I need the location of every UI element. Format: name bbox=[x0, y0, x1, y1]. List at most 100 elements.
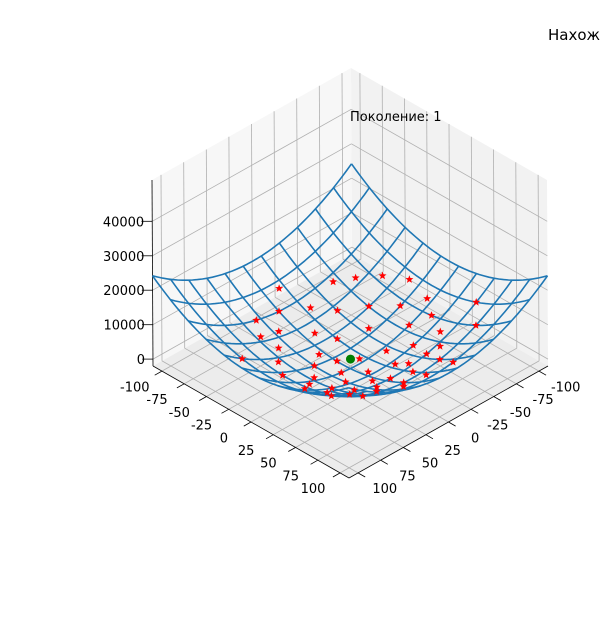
population-point bbox=[423, 294, 432, 302]
population-point bbox=[252, 316, 261, 324]
surface-line-x bbox=[260, 255, 458, 374]
grid-line-z-right bbox=[351, 108, 548, 222]
surface-line-y bbox=[241, 255, 442, 374]
grid-line-y-wall bbox=[381, 85, 384, 272]
y-tick-label: -50 bbox=[169, 406, 190, 421]
y-tick-label: 25 bbox=[238, 444, 255, 459]
surface-line-x bbox=[350, 163, 548, 282]
population-point bbox=[436, 327, 445, 336]
z-axis-line bbox=[151, 179, 154, 367]
grid-line-y-wall bbox=[515, 162, 518, 349]
y-tick-mark bbox=[154, 370, 163, 376]
population-point bbox=[391, 359, 400, 368]
z-tick-label: 30000 bbox=[103, 250, 144, 265]
y-tick-label: 100 bbox=[301, 482, 326, 497]
grid-line-y-wall bbox=[537, 174, 540, 361]
population-point bbox=[404, 359, 413, 367]
grid-line-x-floor bbox=[184, 347, 381, 461]
population-point bbox=[364, 367, 373, 376]
x-tick-label: -50 bbox=[510, 406, 531, 421]
x-tick-mark bbox=[516, 383, 524, 389]
x-tick-label: 25 bbox=[444, 444, 461, 459]
surface-line-y bbox=[259, 265, 460, 384]
x-tick-label: 0 bbox=[471, 431, 479, 446]
y-tick-label: -75 bbox=[146, 393, 167, 408]
population-point bbox=[327, 383, 336, 392]
population-point bbox=[409, 341, 418, 349]
x-tick-label: 75 bbox=[399, 470, 416, 485]
grid-line-z-left bbox=[152, 143, 352, 257]
population-point bbox=[408, 367, 417, 376]
surface-wireframe bbox=[151, 163, 549, 398]
y-tick-mark bbox=[265, 434, 274, 440]
population-point bbox=[436, 342, 445, 350]
y-tick-mark bbox=[243, 421, 252, 427]
population-point bbox=[300, 384, 309, 393]
grid-line-x-floor bbox=[161, 360, 359, 474]
population-point bbox=[310, 329, 319, 337]
grid-line-x-wall bbox=[160, 174, 163, 361]
population-point bbox=[341, 377, 350, 386]
population-point bbox=[372, 387, 381, 395]
population-point bbox=[368, 376, 377, 385]
population-point bbox=[372, 382, 381, 391]
x-tick-mark bbox=[538, 370, 547, 376]
population-point bbox=[427, 311, 436, 319]
population-point bbox=[355, 354, 364, 363]
best-point bbox=[346, 354, 355, 364]
x-tick-mark bbox=[448, 421, 456, 427]
y-tick-mark bbox=[221, 408, 229, 414]
x-tick-mark bbox=[470, 408, 479, 414]
population-points bbox=[238, 271, 481, 400]
x-tick-label: -25 bbox=[487, 419, 508, 434]
surface-line-y bbox=[170, 187, 371, 306]
surface-line-y bbox=[152, 163, 353, 282]
surface-line-x bbox=[314, 208, 512, 327]
grid-line-x-wall bbox=[228, 136, 231, 323]
surface-line-x bbox=[170, 278, 367, 397]
x-tick-label: -75 bbox=[532, 393, 553, 408]
surface-line-y bbox=[223, 242, 424, 361]
surface-line-x bbox=[151, 275, 349, 394]
generation-label: Поколение: 1 bbox=[350, 110, 442, 125]
grid-line-z-left bbox=[152, 108, 352, 222]
x-tick-label: 50 bbox=[422, 457, 439, 472]
y-tick-mark bbox=[176, 383, 185, 389]
population-point bbox=[351, 273, 360, 282]
population-point bbox=[333, 356, 341, 365]
grid-line-x-wall bbox=[318, 85, 321, 272]
population-point bbox=[386, 374, 395, 382]
population-point bbox=[310, 361, 319, 370]
surface-line-y bbox=[312, 279, 513, 398]
grid-line-x-wall bbox=[341, 73, 344, 260]
population-point bbox=[306, 303, 315, 312]
surface-line-y bbox=[277, 273, 478, 391]
population-point bbox=[327, 391, 336, 400]
population-point bbox=[350, 385, 359, 394]
population-point bbox=[315, 350, 324, 358]
population-point bbox=[364, 324, 373, 332]
grid-line-x-floor bbox=[252, 309, 449, 423]
z-tick-label: 40000 bbox=[103, 215, 144, 230]
population-point bbox=[405, 321, 414, 329]
grid-line-x-wall bbox=[296, 98, 299, 285]
surface-line-x bbox=[224, 273, 422, 391]
y-tick-mark bbox=[332, 472, 341, 478]
population-point bbox=[256, 332, 265, 341]
population-point bbox=[333, 334, 342, 343]
grid-line-z-right bbox=[351, 246, 549, 360]
y-tick-label: 50 bbox=[260, 457, 277, 472]
x-tick-mark bbox=[425, 434, 434, 440]
population-point bbox=[422, 349, 431, 358]
y-tick-mark bbox=[199, 396, 207, 401]
population-point bbox=[274, 357, 283, 366]
population-point bbox=[472, 298, 481, 306]
population-point bbox=[449, 358, 458, 366]
surface-line-x bbox=[332, 187, 530, 306]
surface-line-y bbox=[188, 208, 388, 327]
population-point bbox=[238, 354, 247, 363]
grid-line-z-left bbox=[152, 212, 352, 326]
surface-line-x bbox=[278, 242, 476, 361]
grid-line-z-right bbox=[351, 177, 548, 291]
